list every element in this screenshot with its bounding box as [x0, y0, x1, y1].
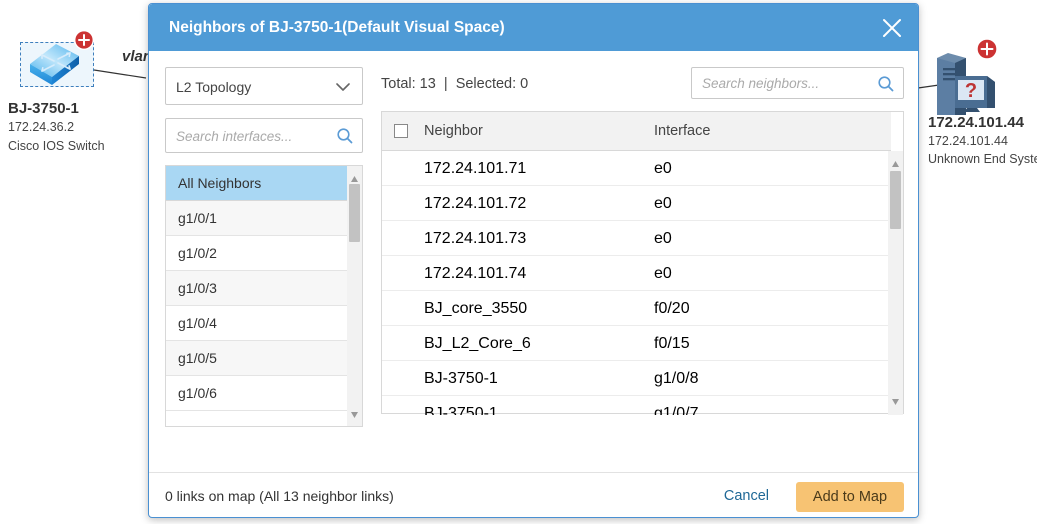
svg-text:?: ? — [965, 80, 977, 102]
